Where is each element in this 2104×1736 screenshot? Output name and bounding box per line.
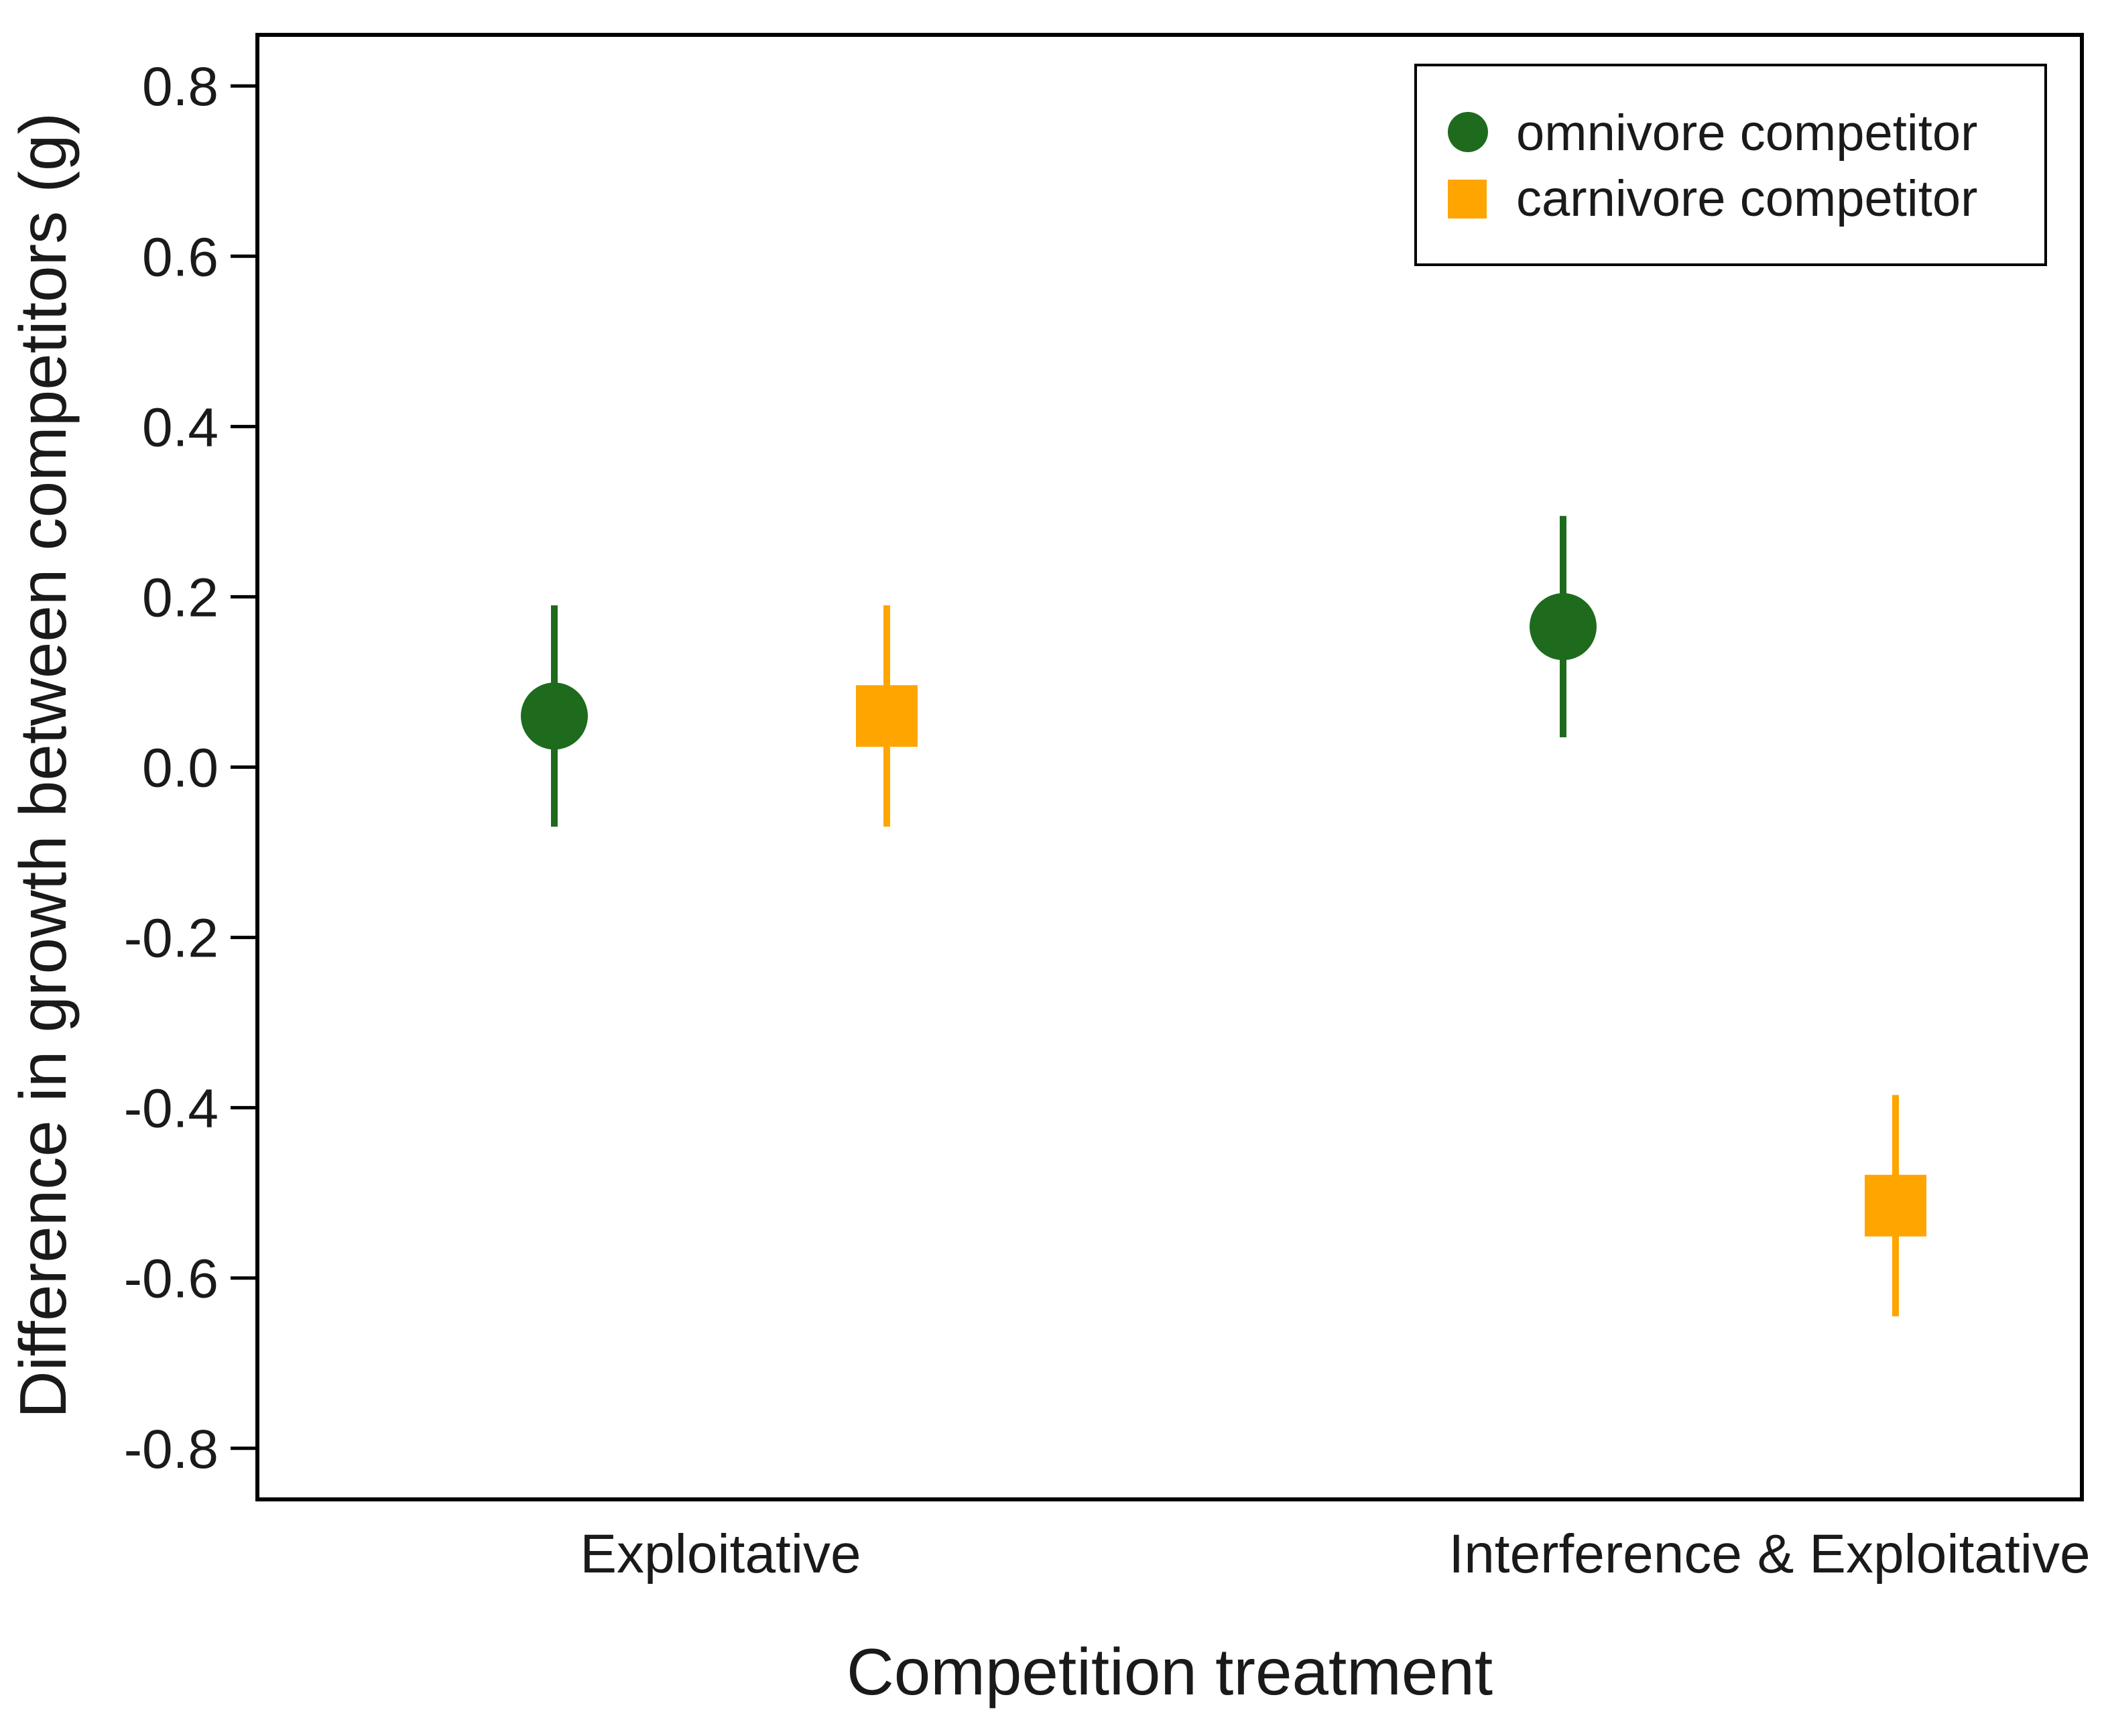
legend: omnivore competitor carnivore competitor [1416, 65, 2046, 265]
y-tick-label: 0.2 [142, 567, 219, 628]
y-axis-title: Difference in growth between competitors… [6, 113, 80, 1418]
x-axis-title: Competition treatment [847, 1635, 1493, 1709]
data-point-carnivore [1865, 1175, 1926, 1237]
x-category-label: Interference & Exploitative [1448, 1524, 2090, 1585]
data-point-omnivore [1530, 593, 1597, 660]
y-tick-label: 0.6 [142, 227, 219, 288]
legend-box [1416, 65, 2046, 265]
chart: 0.8 0.6 0.4 0.2 0.0 -0.2 -0.4 -0.6 -0.8 Exploita… [0, 0, 2104, 1736]
y-tick-label: 0.0 [142, 738, 219, 799]
y-tick-label: 0.8 [142, 56, 219, 117]
data-point-omnivore [521, 682, 588, 749]
y-tick-label: 0.4 [142, 397, 219, 458]
y-tick-label: -0.2 [124, 908, 219, 969]
y-tick-label: -0.4 [124, 1078, 219, 1139]
legend-label-omnivore: omnivore competitor [1516, 105, 1978, 162]
x-category-label: Exploitative [580, 1524, 861, 1585]
data-point-carnivore [856, 685, 918, 747]
legend-marker-omnivore [1448, 112, 1488, 152]
legend-marker-carnivore [1448, 180, 1487, 219]
legend-label-carnivore: carnivore competitor [1516, 170, 1978, 227]
y-tick-label: -0.8 [124, 1419, 219, 1480]
y-tick-label: -0.6 [124, 1249, 219, 1310]
